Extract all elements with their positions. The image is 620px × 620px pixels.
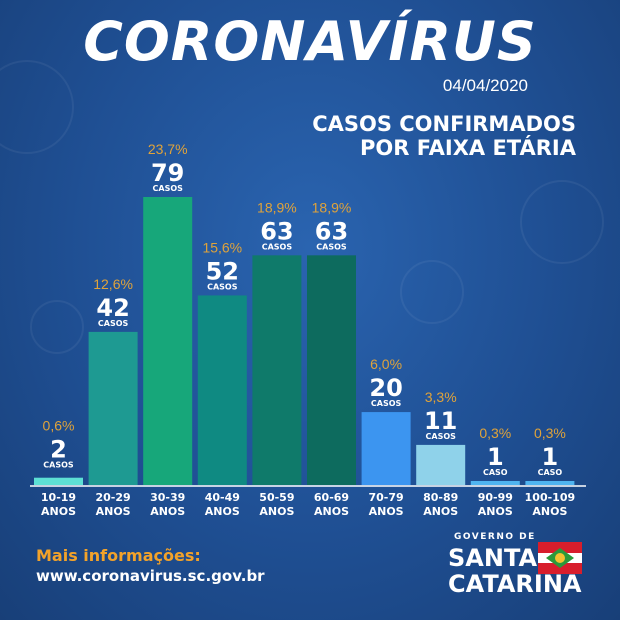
x-tick-label: 40-49 xyxy=(205,491,240,504)
percent-label: 3,3% xyxy=(425,389,457,405)
unit-label: CASOS xyxy=(153,184,184,193)
bar xyxy=(252,255,302,485)
x-tick-label: ANOS xyxy=(41,505,76,518)
x-tick-label: ANOS xyxy=(150,505,185,518)
percent-label: 6,0% xyxy=(370,356,402,372)
value-label: 42 xyxy=(96,294,129,322)
value-label: 63 xyxy=(260,217,293,245)
virus-decoration xyxy=(400,260,464,324)
x-tick-label: ANOS xyxy=(532,505,567,518)
bar xyxy=(470,481,520,485)
x-tick-label: ANOS xyxy=(205,505,240,518)
unit-label: CASOS xyxy=(98,319,129,328)
x-tick-label: 20-29 xyxy=(96,491,131,504)
bar xyxy=(307,255,356,485)
x-tick-label: 50-59 xyxy=(259,491,294,504)
x-tick-label: 30-39 xyxy=(150,491,185,504)
logo-catarina-text: CATARINA xyxy=(448,570,582,598)
x-tick-label: ANOS xyxy=(478,505,513,518)
unit-label: CASOS xyxy=(426,432,457,441)
value-label: 63 xyxy=(315,217,348,245)
bar xyxy=(416,444,466,485)
value-label: 1 xyxy=(542,443,559,471)
percent-label: 15,6% xyxy=(202,239,242,255)
x-tick-label: ANOS xyxy=(423,505,458,518)
percent-label: 23,7% xyxy=(148,141,188,157)
subtitle-line-1: CASOS CONFIRMADOS xyxy=(312,112,576,136)
unit-label: CASOS xyxy=(371,399,402,408)
virus-decoration xyxy=(520,180,604,264)
x-tick-label: 60-69 xyxy=(314,491,349,504)
x-tick-label: ANOS xyxy=(96,505,131,518)
percent-label: 0,6% xyxy=(43,418,75,434)
governo-santa-catarina-logo: GOVERNO DE SANTA CATARINA xyxy=(446,532,596,602)
percent-label: 18,9% xyxy=(257,199,297,215)
unit-label: CASOS xyxy=(43,461,74,470)
bar xyxy=(361,412,411,485)
unit-label: CASO xyxy=(483,468,508,477)
logo-santa-text: SANTA xyxy=(448,544,538,572)
bar xyxy=(525,481,575,485)
info-url-link[interactable]: www.coronavirus.sc.gov.br xyxy=(36,567,265,585)
value-label: 52 xyxy=(206,257,239,285)
percent-label: 12,6% xyxy=(93,276,133,292)
value-label: 11 xyxy=(424,407,457,435)
bar xyxy=(143,197,193,485)
x-tick-label: 10-19 xyxy=(41,491,76,504)
bar xyxy=(34,477,83,485)
x-tick-label: ANOS xyxy=(369,505,404,518)
percent-label: 0,3% xyxy=(479,425,511,441)
page-title: CORONAVÍRUS xyxy=(83,10,537,73)
chart-subtitle: CASOS CONFIRMADOS POR FAIXA ETÁRIA xyxy=(312,112,576,160)
value-label: 79 xyxy=(151,159,184,187)
x-tick-label: 100-109 xyxy=(525,491,576,504)
info-label: Mais informações: xyxy=(36,546,201,565)
value-label: 20 xyxy=(369,374,402,402)
unit-label: CASOS xyxy=(316,242,347,251)
x-tick-label: 90-99 xyxy=(478,491,513,504)
unit-label: CASOS xyxy=(262,242,293,251)
date-label: 04/04/2020 xyxy=(442,76,528,95)
virus-decoration xyxy=(30,300,84,354)
value-label: 1 xyxy=(487,443,504,471)
bar xyxy=(197,295,247,485)
flag-icon xyxy=(538,542,582,574)
x-tick-label: 70-79 xyxy=(369,491,404,504)
x-tick-label: 80-89 xyxy=(423,491,458,504)
unit-label: CASOS xyxy=(207,282,238,291)
x-tick-label: ANOS xyxy=(314,505,349,518)
subtitle-line-2: POR FAIXA ETÁRIA xyxy=(359,136,576,160)
bar xyxy=(88,331,138,485)
x-tick-label: ANOS xyxy=(259,505,294,518)
logo-governo-text: GOVERNO DE xyxy=(454,532,536,542)
percent-label: 18,9% xyxy=(312,199,352,215)
value-label: 2 xyxy=(50,436,67,464)
unit-label: CASO xyxy=(538,468,563,477)
percent-label: 0,3% xyxy=(534,425,566,441)
